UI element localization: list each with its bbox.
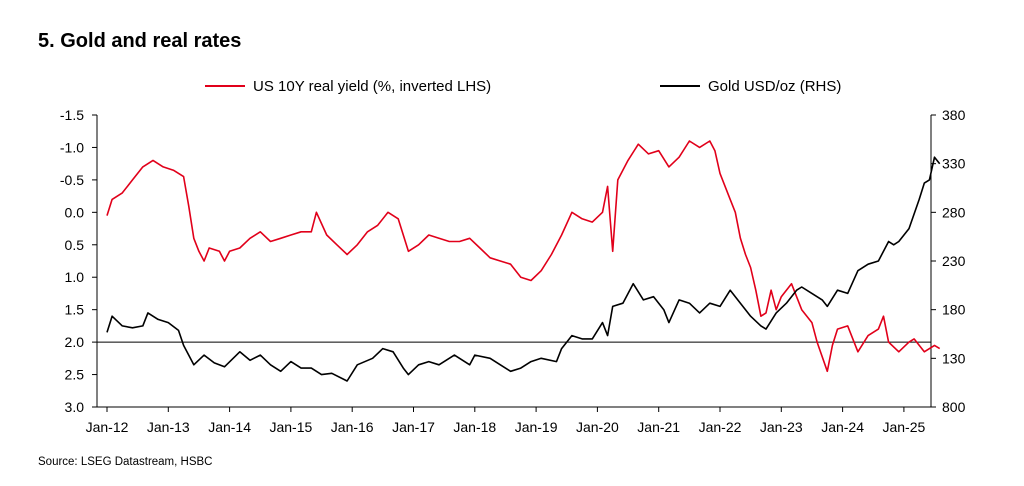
real-yield-line [106,140,941,373]
left-tick-label: -0.5 [60,172,84,188]
right-tick-label: 280 [942,204,966,220]
right-tick-label: 180 [942,302,966,318]
x-tick-label: Jan-13 [147,419,190,435]
x-tick-label: Jan-20 [576,419,619,435]
source-note: Source: LSEG Datastream, HSBC [38,456,213,468]
x-tick-label: Jan-23 [760,419,803,435]
right-tick-label: 130 [942,350,966,366]
right-tick-label: 230 [942,253,966,269]
left-tick-label: 1.0 [65,269,85,285]
left-tick-label: -1.0 [60,139,84,155]
x-tick-label: Jan-16 [331,419,374,435]
x-tick-label: Jan-18 [453,419,496,435]
left-tick-label: 3.0 [65,399,85,415]
x-tick-label: Jan-21 [637,419,680,435]
legend-label: Gold USD/oz (RHS) [708,78,841,95]
left-tick-label: 1.5 [65,302,85,318]
right-tick-label: 330 [942,156,966,172]
x-tick-label: Jan-15 [269,419,312,435]
x-tick-label: Jan-19 [515,419,558,435]
x-tick-label: Jan-24 [821,419,864,435]
x-tick-label: Jan-17 [392,419,435,435]
x-tick-label: Jan-25 [882,419,925,435]
right-tick-label: 800 [942,399,966,415]
left-tick-label: 0.0 [65,204,85,220]
left-tick-label: -1.5 [60,107,84,123]
x-tick-label: Jan-14 [208,419,251,435]
gold-price-line [106,156,941,382]
left-tick-label: 0.5 [65,237,85,253]
legend-label: US 10Y real yield (%, inverted LHS) [253,78,491,95]
x-tick-label: Jan-22 [699,419,742,435]
right-tick-label: 380 [942,107,966,123]
left-tick-label: 2.0 [65,334,85,350]
left-tick-label: 2.5 [65,367,85,383]
x-tick-label: Jan-12 [86,419,129,435]
chart-title: 5. Gold and real rates [38,30,242,52]
